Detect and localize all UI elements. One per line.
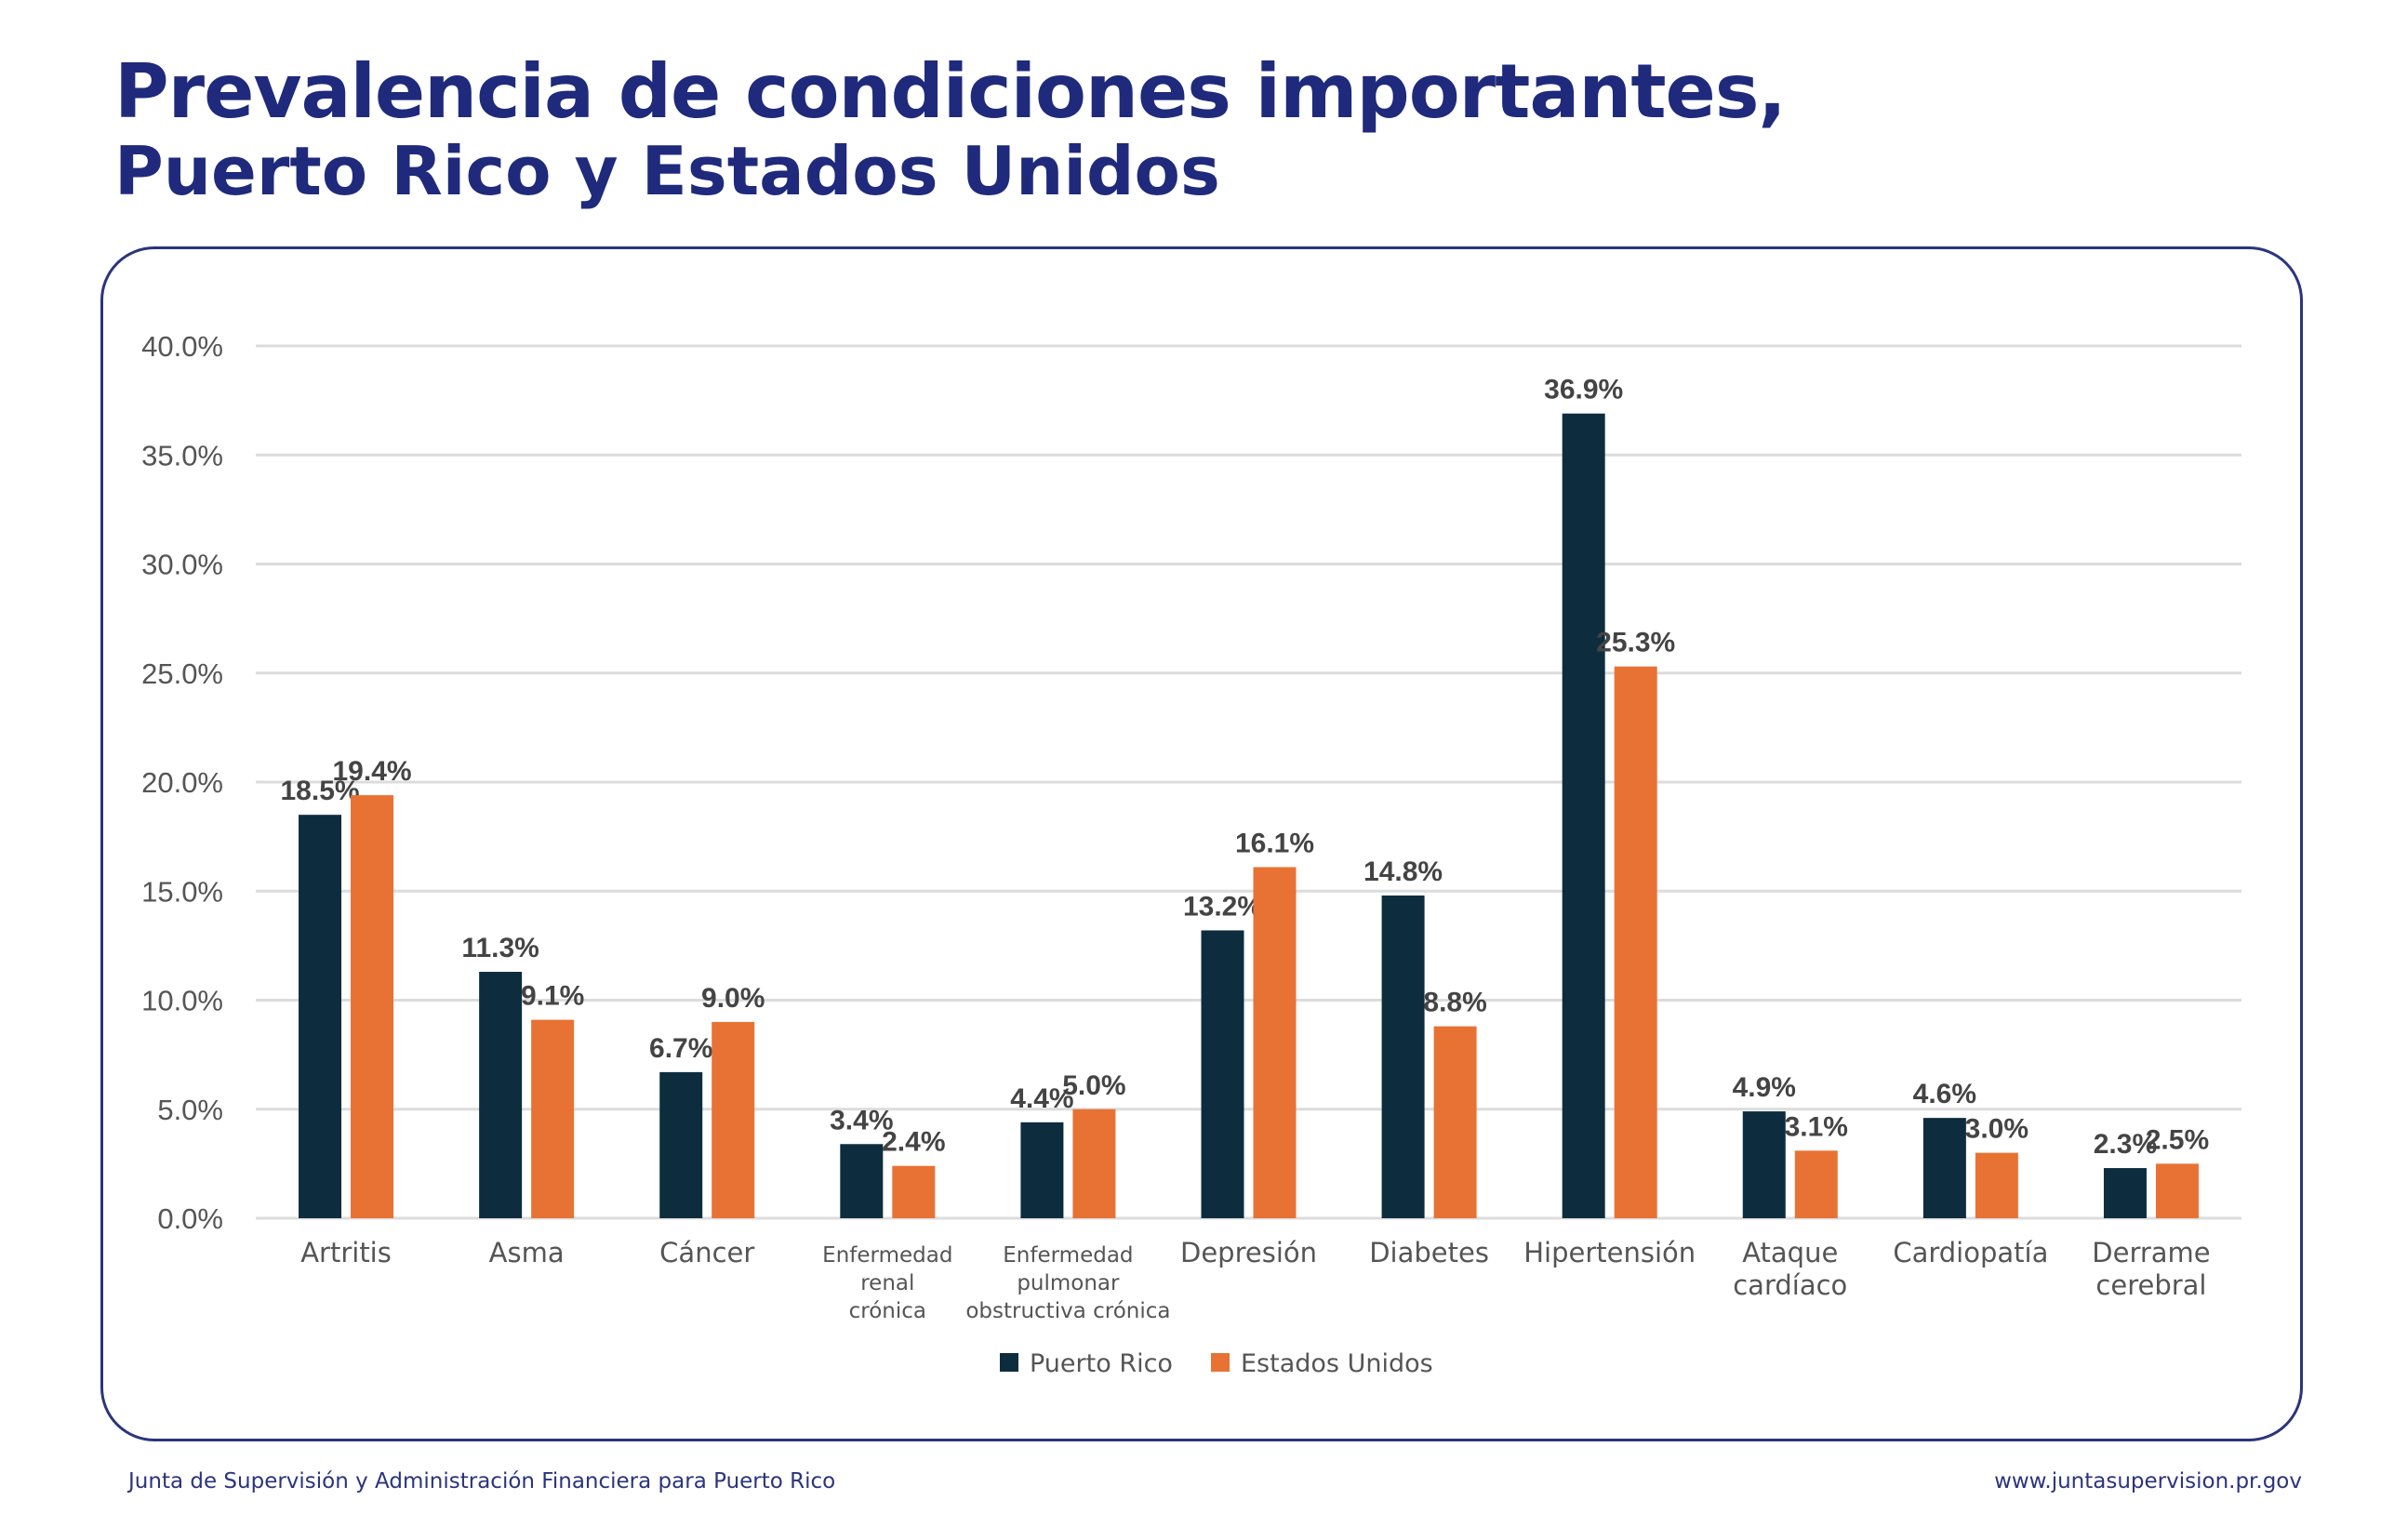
data-label-estados-unidos: 5.0%: [1062, 1070, 1125, 1101]
bar-estados-unidos: [351, 795, 394, 1218]
x-category-label: Enfermedad: [1003, 1243, 1133, 1268]
bar-estados-unidos: [892, 1165, 936, 1218]
bar-puerto-rico: [1922, 1118, 1966, 1218]
y-tick-label: 0.0%: [157, 1202, 223, 1235]
x-category-label: Derrame: [2092, 1237, 2210, 1268]
data-label-estados-unidos: 9.1%: [521, 981, 584, 1012]
data-label-estados-unidos: 2.4%: [882, 1127, 945, 1158]
x-category-label: Cardiopatía: [1893, 1237, 2048, 1268]
y-tick-label: 10.0%: [141, 985, 223, 1017]
x-category-label: renal: [860, 1271, 914, 1295]
chart-card: [100, 246, 2303, 1441]
x-category-label: cerebral: [2095, 1269, 2206, 1301]
y-tick-label: 40.0%: [141, 330, 223, 363]
bar-puerto-rico: [1562, 413, 1605, 1218]
x-category-label: Ataque: [1742, 1237, 1838, 1268]
footer-website-link[interactable]: www.juntasupervision.pr.gov: [1994, 1469, 2302, 1494]
data-label-puerto-rico: 6.7%: [649, 1033, 712, 1064]
bar-puerto-rico: [659, 1071, 703, 1218]
footer-organization: Junta de Supervisión y Administración Fi…: [128, 1469, 836, 1494]
data-label-estados-unidos: 9.0%: [701, 983, 765, 1014]
x-category-label: obstructiva crónica: [965, 1299, 1170, 1323]
legend-label: Puerto Rico: [1030, 1349, 1173, 1378]
data-label-puerto-rico: 4.4%: [1010, 1083, 1073, 1114]
x-category-label: Cáncer: [659, 1237, 754, 1268]
bar-estados-unidos: [531, 1019, 575, 1218]
x-category-label: crónica: [849, 1299, 926, 1323]
data-label-estados-unidos: 2.5%: [2146, 1124, 2209, 1155]
data-label-estados-unidos: 8.8%: [1423, 988, 1486, 1018]
page-subtitle: Puerto Rico y Estados Unidos: [114, 132, 1220, 210]
data-label-puerto-rico: 18.5%: [281, 776, 360, 806]
bar-puerto-rico: [1742, 1111, 1786, 1218]
bar-puerto-rico: [1381, 895, 1425, 1218]
x-category-label: Diabetes: [1369, 1237, 1489, 1268]
legend-label: Estados Unidos: [1241, 1349, 1433, 1378]
data-label-puerto-rico: 14.8%: [1363, 856, 1443, 887]
data-label-estados-unidos: 19.4%: [333, 756, 412, 787]
bar-puerto-rico: [1020, 1122, 1064, 1218]
x-category-label: cardíaco: [1733, 1269, 1847, 1301]
bar-estados-unidos: [1794, 1150, 1838, 1218]
data-label-puerto-rico: 2.3%: [2094, 1129, 2157, 1160]
bar-puerto-rico: [299, 815, 342, 1218]
x-category-label: Artritis: [300, 1237, 392, 1268]
bar-puerto-rico: [479, 972, 523, 1218]
data-label-estados-unidos: 3.0%: [1965, 1114, 2029, 1145]
bar-puerto-rico: [2103, 1168, 2147, 1218]
y-tick-label: 30.0%: [141, 549, 223, 581]
data-label-puerto-rico: 13.2%: [1183, 891, 1262, 922]
legend-swatch: [1000, 1353, 1018, 1372]
bar-estados-unidos: [1433, 1026, 1477, 1218]
x-category-label: pulmonar: [1017, 1271, 1120, 1295]
data-label-estados-unidos: 25.3%: [1596, 628, 1675, 658]
bar-puerto-rico: [840, 1144, 884, 1218]
bar-estados-unidos: [712, 1021, 755, 1218]
bar-estados-unidos: [1072, 1109, 1116, 1218]
x-category-label: Enfermedad: [822, 1243, 952, 1268]
x-category-label: Hipertensión: [1523, 1237, 1696, 1268]
page-title: Prevalencia de condiciones importantes,: [114, 48, 1787, 135]
data-label-estados-unidos: 3.1%: [1785, 1111, 1848, 1142]
data-label-puerto-rico: 3.4%: [830, 1105, 893, 1135]
y-tick-label: 35.0%: [141, 439, 223, 471]
data-label-puerto-rico: 4.6%: [1913, 1079, 1976, 1109]
data-label-puerto-rico: 36.9%: [1544, 375, 1623, 405]
y-tick-label: 15.0%: [141, 875, 223, 908]
data-label-estados-unidos: 16.1%: [1235, 828, 1314, 858]
data-label-puerto-rico: 11.3%: [461, 933, 539, 963]
y-tick-label: 25.0%: [141, 657, 223, 690]
bar-estados-unidos: [1614, 666, 1657, 1218]
y-tick-label: 20.0%: [141, 766, 223, 799]
x-category-label: Depresión: [1180, 1237, 1317, 1268]
bar-estados-unidos: [1975, 1152, 2018, 1218]
bar-estados-unidos: [2155, 1163, 2199, 1218]
bar-puerto-rico: [1201, 930, 1244, 1218]
legend-swatch: [1211, 1353, 1230, 1372]
x-category-label: Asma: [489, 1237, 565, 1268]
bar-estados-unidos: [1253, 867, 1297, 1218]
data-label-puerto-rico: 4.9%: [1733, 1072, 1796, 1103]
y-tick-label: 5.0%: [157, 1094, 223, 1126]
